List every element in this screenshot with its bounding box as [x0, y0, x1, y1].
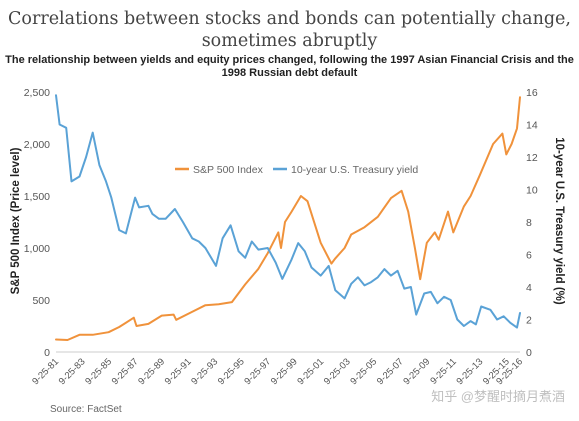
legend-label-treasury: 10-year U.S. Treasury yield [291, 164, 418, 176]
left-tick-label: 2,500 [24, 87, 50, 99]
right-tick-label: 10 [526, 185, 538, 197]
x-tick-label: 9-25-09 [401, 356, 432, 387]
legend-label-sp500: S&P 500 Index [193, 164, 264, 176]
right-tick-label: 0 [526, 347, 532, 359]
x-tick-label: 9-25-95 [216, 356, 247, 387]
watermark: 知乎 @梦醒时摘月煮酒 [431, 389, 565, 404]
left-tick-label: 1,000 [24, 243, 50, 255]
treasury-yield-line [55, 94, 521, 329]
x-tick-label: 9-25-91 [163, 356, 194, 387]
chart-title: Correlations between stocks and bonds ca… [8, 9, 571, 51]
right-axis-ticks: 0 2 4 6 8 10 12 14 16 [526, 87, 538, 359]
left-axis-title: S&P 500 Index (Price level) [10, 147, 22, 294]
x-tick-label: 9-25-89 [136, 356, 167, 387]
x-tick-label: 9-25-05 [348, 356, 379, 387]
left-tick-label: 2,000 [24, 139, 50, 151]
source-note: Source: FactSet [50, 404, 122, 415]
x-tick-label: 9-25-97 [242, 356, 273, 387]
x-tick-label: 9-25-85 [83, 356, 114, 387]
x-tick-label: 9-25-99 [269, 356, 300, 387]
x-tick-label: 9-25-93 [189, 356, 220, 387]
right-tick-label: 8 [526, 217, 532, 229]
x-tick-label: 9-25-07 [375, 356, 406, 387]
x-axis-ticks: 9-25-819-25-839-25-859-25-879-25-899-25-… [30, 356, 525, 387]
right-tick-label: 6 [526, 250, 532, 262]
sp500-line [55, 96, 521, 341]
left-tick-label: 500 [32, 295, 50, 307]
x-tick-label: 9-25-11 [428, 356, 458, 386]
x-tick-label: 9-25-81 [30, 356, 61, 387]
right-tick-label: 16 [526, 87, 538, 99]
left-axis-ticks: 0 500 1,000 1,500 2,000 2,500 [24, 87, 50, 359]
x-tick-label: 9-25-87 [110, 356, 141, 387]
legend: S&P 500 Index 10-year U.S. Treasury yiel… [175, 164, 418, 176]
chart-subtitle: The relationship between yields and equi… [5, 54, 574, 79]
x-tick-label: 9-25-83 [57, 356, 88, 387]
right-tick-label: 4 [526, 282, 532, 294]
right-tick-label: 14 [526, 120, 538, 132]
x-tick-label: 9-25-03 [322, 356, 353, 387]
right-axis-title: 10-year U.S. Treasury yield (%) [553, 137, 565, 305]
x-tick-label: 9-25-13 [454, 356, 485, 387]
right-tick-label: 2 [526, 315, 532, 327]
right-tick-label: 12 [526, 152, 538, 164]
left-tick-label: 0 [44, 347, 50, 359]
x-tick-label: 9-25-01 [295, 356, 326, 387]
left-tick-label: 1,500 [24, 191, 50, 203]
series-layer [55, 94, 521, 341]
